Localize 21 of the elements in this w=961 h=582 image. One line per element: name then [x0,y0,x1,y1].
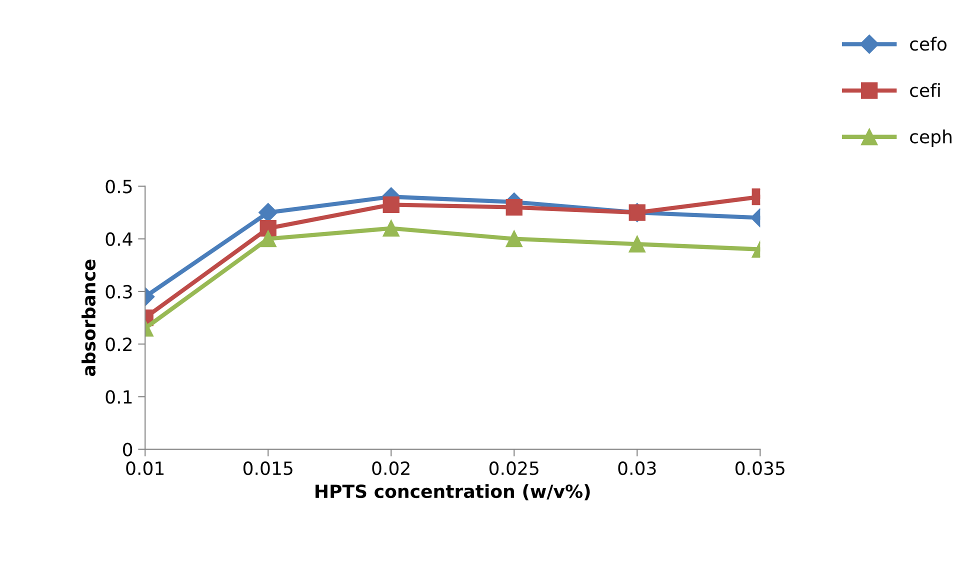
point [382,220,400,237]
point [382,196,400,213]
x-tick-label: 0.025 [489,461,538,476]
x-tick-label: 0.015 [243,461,292,476]
legend-label: cefo [910,36,947,51]
y-tick-label: 0.1 [106,390,132,404]
point [506,230,522,248]
y-tick-label: 0 [123,442,132,456]
x-axis-title: HPTS concentration (w/v%) [316,484,590,500]
x-tick-label: 0.03 [618,461,656,476]
y-tick-label: 0.2 [106,338,132,352]
x-tick-label: 0.01 [126,461,164,476]
y-tick-label: 0.5 [106,180,132,194]
point [506,198,522,216]
y-tick-label: 0.4 [106,232,132,246]
x-tick-label: 0.035 [735,461,784,476]
legend-label: ceph [910,129,952,147]
x-tick-label: 0.02 [372,461,410,476]
y-axis-title: absorbance [82,260,96,376]
legend-label: cefi [910,83,940,98]
y-tick-label: 0.3 [106,284,132,299]
